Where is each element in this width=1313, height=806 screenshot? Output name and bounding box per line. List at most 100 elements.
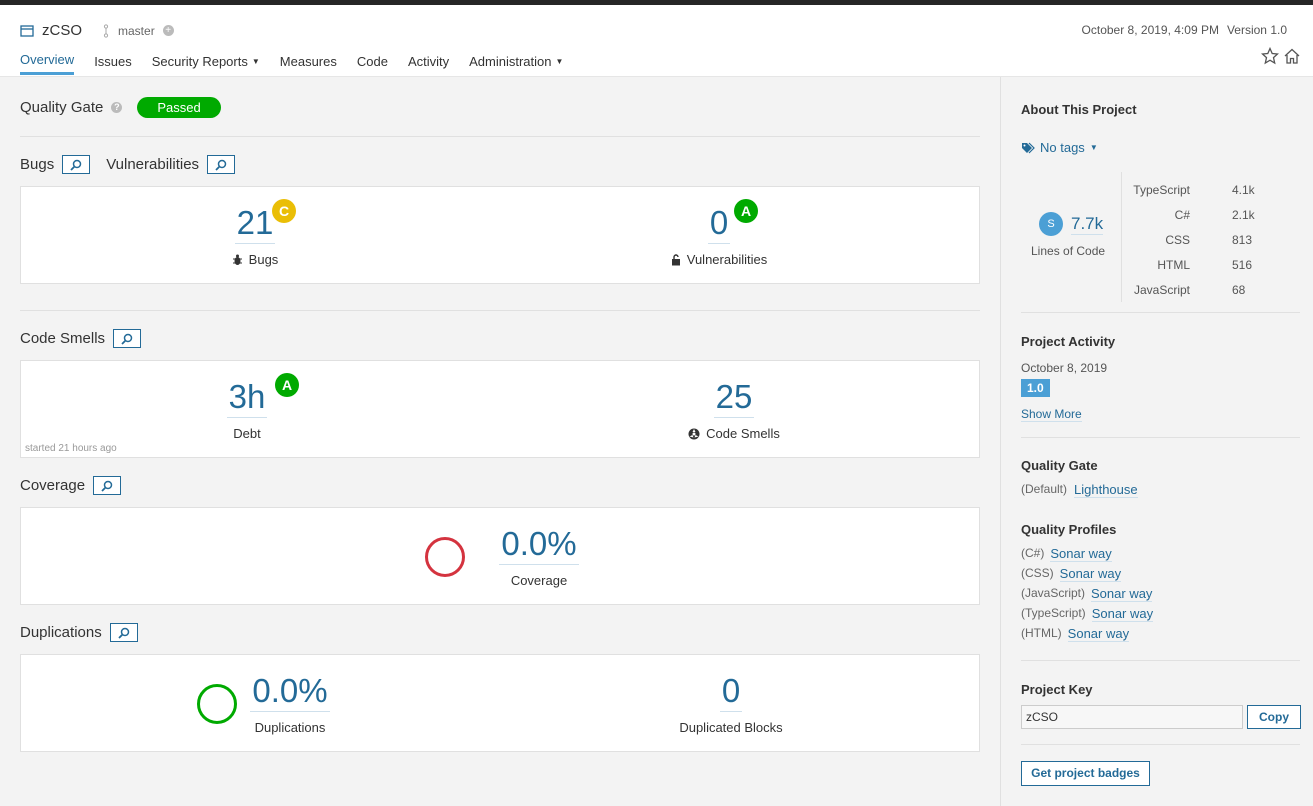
caret-down-icon: ▼ [1089,143,1098,152]
smells-value[interactable]: 25 [713,377,755,418]
activity-title: Project Activity [1021,334,1116,349]
quality-gate-side-title: Quality Gate [1021,458,1098,473]
home-icon[interactable] [1283,47,1301,65]
quality-profile-link[interactable]: Sonar way [1050,546,1112,562]
bugs-value[interactable]: 21 [234,203,276,244]
tab-issues-label: Issues [94,53,132,69]
search-icon [101,480,113,492]
tab-security-reports[interactable]: Security Reports ▼ [152,52,260,75]
tab-code-label: Code [356,53,388,69]
language-row: CSS 813 [1122,233,1252,247]
coverage-title: Coverage [20,477,86,494]
search-icon [118,627,129,639]
vulns-search-button[interactable] [207,155,236,174]
divider [1021,312,1300,313]
code-smell-icon [688,428,700,439]
duplications-title: Duplications [20,624,102,641]
branch-selector[interactable]: master + [102,24,174,38]
show-more-link[interactable]: Show More [1021,407,1082,422]
tab-code[interactable]: Code [357,52,388,75]
duplications-value[interactable]: 0.0% [250,671,330,712]
tab-activity-label: Activity [407,53,450,69]
debt-value[interactable]: 3h [226,377,268,418]
tags-selector[interactable]: No tags ▼ [1021,140,1098,155]
duplicated-blocks-value[interactable]: 0 [719,671,743,712]
coverage-search-button[interactable] [93,476,122,495]
quality-profile-row: (C#) Sonar way [1021,546,1112,562]
vulns-title: Vulnerabilities [106,156,200,173]
debt-rating[interactable]: A [275,373,299,397]
quality-profile-link[interactable]: Sonar way [1059,566,1122,582]
duplications-header: Duplications [20,623,154,642]
analysis-version: Version 1.0 [1226,23,1287,37]
started-note: started 21 hours ago [25,443,117,454]
divider [1021,660,1300,661]
coverage-label-row: Coverage [479,573,599,588]
tab-overview[interactable]: Overview [20,52,75,75]
project-key-field[interactable]: zCSO [1021,705,1243,729]
bugs-search-button[interactable] [62,155,91,174]
help-icon[interactable]: ? [111,102,123,113]
lock-icon [671,253,680,265]
branch-icon [103,23,109,38]
bugs-rating[interactable]: C [272,199,296,223]
coverage-card: 0.0% Coverage [20,507,980,605]
bugs-vulns-header: Bugs Vulnerabilities [20,155,251,174]
coverage-value[interactable]: 0.0% [499,524,579,565]
get-badges-button[interactable]: Get project badges [1021,761,1150,786]
vulns-rating[interactable]: A [734,199,758,223]
about-title: About This Project [1021,102,1137,117]
language-value: 516 [1232,258,1253,272]
tab-activity[interactable]: Activity [408,52,449,75]
smells-metric: 25 Code Smells [674,377,794,441]
language-value: 813 [1232,233,1253,247]
tag-icon [1022,142,1035,153]
language-name: TypeScript [1133,183,1190,197]
quality-profile-link[interactable]: Sonar way [1091,606,1154,622]
quality-profile-link[interactable]: Sonar way [1067,626,1130,642]
bugs-label-row: Bugs [215,252,295,267]
language-name: JavaScript [1133,283,1190,297]
coverage-donut-icon [425,537,465,577]
language-bar-track [1202,258,1232,272]
add-branch-icon[interactable]: + [162,25,174,36]
loc-value[interactable]: 7.7k [1071,213,1104,235]
debt-label-row: Debt [207,426,287,441]
copy-button[interactable]: Copy [1247,705,1301,729]
duplicated-blocks-metric: 0 Duplicated Blocks [671,671,791,735]
search-icon [121,333,133,345]
tab-measures[interactable]: Measures [280,52,337,75]
tab-security-reports-label: Security Reports [151,53,248,69]
tab-issues[interactable]: Issues [94,52,132,75]
activity-date: October 8, 2019 [1021,361,1108,375]
vulns-label-row: Vulnerabilities [664,252,774,267]
vulns-value[interactable]: 0 [707,203,731,244]
divider [1021,437,1300,438]
analysis-date: October 8, 2019, 4:09 PM [1081,23,1219,37]
show-more-row: Show More [1021,407,1082,422]
language-bar-track [1202,183,1232,197]
caret-down-icon: ▼ [251,56,260,66]
quality-profile-link[interactable]: Sonar way [1091,586,1153,602]
branch-label: master [118,23,155,38]
search-icon [70,159,82,171]
project-name[interactable]: zCSO [42,22,83,39]
duplicated-blocks-label: Duplicated Blocks [679,720,783,735]
duplications-metric: 0.0% Duplications [245,671,335,735]
code-smells-search-button[interactable] [113,329,142,348]
coverage-header: Coverage [20,476,137,495]
language-name: HTML [1157,258,1190,272]
quality-gate-status: Quality Gate ? Passed [20,97,221,118]
bugs-label: Bugs [248,252,279,267]
duplications-search-button[interactable] [109,623,138,642]
quality-gate-link[interactable]: Lighthouse [1074,482,1138,498]
quality-profiles-title: Quality Profiles [1021,522,1117,537]
tab-administration[interactable]: Administration ▼ [469,52,563,75]
quality-profile-language: (C#) [1021,546,1045,560]
star-icon[interactable] [1261,47,1279,65]
project-icon [20,24,34,37]
quality-gate-badge: Passed [137,97,221,118]
project-key-title: Project Key [1021,682,1093,697]
language-bar-track [1202,233,1232,247]
quality-profile-row: (TypeScript) Sonar way [1021,606,1154,622]
